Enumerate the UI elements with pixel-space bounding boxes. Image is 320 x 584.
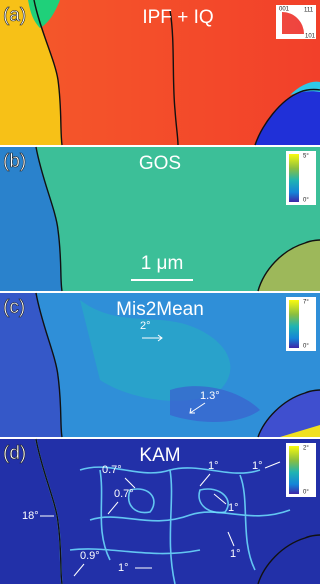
grain [0, 0, 62, 145]
region [280, 425, 320, 437]
panel-title: IPF + IQ [142, 7, 213, 28]
legend-label: 111 [304, 8, 314, 14]
grain [0, 147, 62, 291]
grain [258, 240, 320, 291]
grain [290, 81, 320, 95]
arrow [189, 402, 206, 414]
boundary [35, 438, 63, 584]
panel-d: 2° 0° (d) KAM 0.7° 1° 1° 0.7° 1° 18° 1° … [0, 438, 320, 584]
arrow [73, 563, 85, 577]
panel-label: (c) [3, 297, 25, 318]
arrow [124, 477, 136, 489]
panel-title: KAM [139, 445, 180, 466]
annotation: 1° [252, 460, 263, 472]
annotation: 0.9° [80, 550, 100, 562]
annotation: 1° [208, 460, 219, 472]
arrow [199, 473, 211, 487]
annotation: 0.7° [114, 488, 134, 500]
panel-label: (a) [3, 5, 26, 26]
colorbar [289, 446, 299, 494]
kam-network [69, 466, 291, 584]
boundary [257, 239, 320, 292]
panel-title: GOS [139, 153, 181, 174]
boundary [35, 292, 63, 438]
boundary [35, 146, 63, 292]
annotation: 1° [230, 548, 241, 560]
panel-label: (d) [3, 443, 26, 464]
legend-label: 101 [305, 34, 316, 40]
boundary [257, 534, 320, 584]
annotation: 0.7° [102, 464, 122, 476]
colorbar-label: 0° [303, 490, 309, 496]
ipf-triangle [282, 12, 304, 34]
kam-network [128, 488, 229, 514]
annotation: 1.3° [200, 390, 220, 402]
scale-bar-label: 1 μm [141, 253, 184, 274]
arrow [213, 493, 227, 505]
grain [255, 89, 320, 145]
panel-c: 7° 0° (c) Mis2Mean 2° 1.3° [0, 292, 320, 438]
legend-label: 001 [279, 7, 290, 13]
grain [0, 293, 62, 437]
boundary [169, 9, 179, 146]
arrow [227, 531, 235, 547]
panel-a: 001 111 101 (a) IPF + IQ [0, 0, 320, 146]
annotation: 1° [118, 562, 129, 574]
colorbar-label: 5° [303, 154, 309, 160]
colorbar-label: 0° [303, 198, 309, 204]
boundary [254, 88, 320, 146]
colorbar-label: 2° [303, 446, 309, 452]
panel-b: 5° 0° (b) GOS 1 μm [0, 146, 320, 292]
panel-label: (b) [3, 151, 26, 172]
arrow [264, 461, 281, 469]
map [0, 439, 320, 584]
arrow [107, 501, 119, 515]
colorbar [289, 300, 299, 348]
colorbar-label: 0° [303, 344, 309, 350]
boundary [33, 0, 63, 146]
arrow [142, 334, 163, 342]
annotation: 2° [140, 320, 151, 332]
region [80, 300, 231, 401]
colorbar-label: 7° [303, 300, 309, 306]
annotation: 1° [228, 502, 239, 514]
panel-title: Mis2Mean [116, 299, 204, 320]
boundary [257, 389, 320, 438]
grain [258, 390, 320, 437]
annotation: 18° [22, 510, 39, 522]
colorbar [289, 154, 299, 202]
